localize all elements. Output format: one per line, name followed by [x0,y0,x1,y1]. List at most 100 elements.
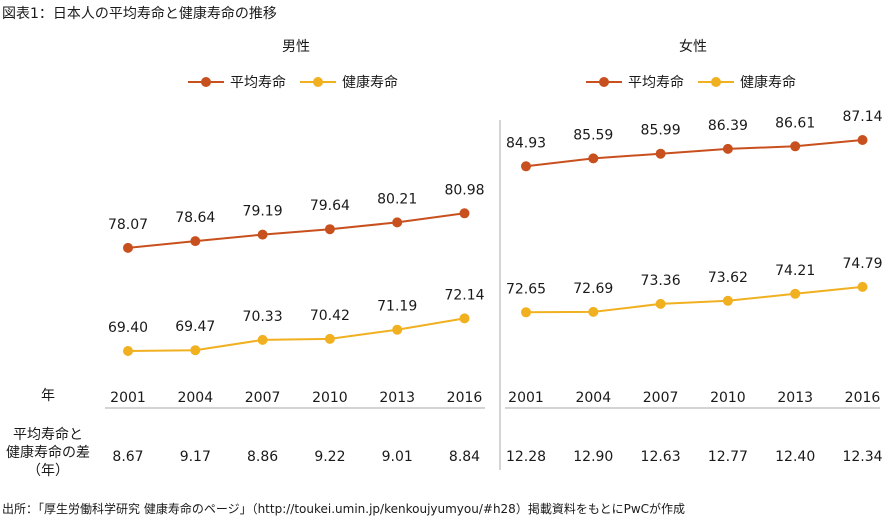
gap-value: 12.40 [775,449,815,465]
data-label-healthy: 72.65 [506,281,546,297]
data-point-healthy [459,313,470,324]
data-point-avg [790,141,801,152]
x-tick-label: 2007 [643,390,679,406]
gap-value: 9.17 [180,449,211,465]
x-tick-label: 2004 [177,390,213,406]
data-point-avg [257,229,268,240]
row-label-gap-line1: 平均寿命と [13,427,83,443]
legend-male: 平均寿命 健康寿命 [188,72,412,92]
data-point-avg [459,208,470,219]
gap-value: 8.84 [449,449,480,465]
data-point-avg [655,148,666,159]
legend-marker-healthy [698,77,734,87]
data-point-healthy [790,288,801,299]
legend-item-healthy: 健康寿命 [698,72,796,92]
data-label-healthy: 69.47 [175,319,215,335]
data-point-healthy [324,333,335,344]
series-line-avg [127,212,465,249]
data-label-avg: 80.21 [377,191,417,207]
legend-label-healthy: 健康寿命 [342,75,398,91]
legend-marker-avg [188,77,224,87]
data-point-avg [392,217,403,228]
data-point-healthy [588,306,599,317]
legend-item-avg: 平均寿命 [188,72,286,92]
gap-value: 9.22 [314,449,345,465]
data-label-avg: 78.64 [175,210,215,226]
row-label-year: 年 [41,388,55,404]
legend-label-avg: 平均寿命 [628,75,684,91]
gap-value: 9.01 [382,449,413,465]
data-label-avg: 87.14 [842,109,882,125]
row-label-gap-line2: 健康寿命の差 [6,445,90,461]
data-label-avg: 80.98 [444,182,484,198]
legend-label-healthy: 健康寿命 [740,75,796,91]
x-tick-label: 2013 [777,390,813,406]
data-label-healthy: 73.62 [708,270,748,286]
data-label-avg: 85.99 [641,123,681,139]
data-label-avg: 85.59 [573,127,613,143]
series-line-healthy [525,285,863,314]
data-label-avg: 78.07 [108,217,148,233]
x-tick-label: 2016 [845,390,881,406]
data-label-healthy: 73.36 [641,273,681,289]
data-label-healthy: 72.69 [573,281,613,297]
data-point-healthy [857,281,868,292]
x-tick-label: 2013 [379,390,415,406]
legend-female: 平均寿命 健康寿命 [586,72,810,92]
panel-title-female: 女性 [679,39,707,55]
x-tick-label: 2010 [312,390,348,406]
legend-label-avg: 平均寿命 [230,75,286,91]
data-label-healthy: 74.79 [842,256,882,272]
legend-marker-healthy [300,77,336,87]
data-label-avg: 79.19 [243,204,283,220]
gap-value: 8.67 [112,449,143,465]
data-point-avg [588,153,599,164]
legend-item-avg: 平均寿命 [586,72,684,92]
data-label-healthy: 71.19 [377,299,417,315]
x-tick-label: 2016 [447,390,483,406]
data-label-healthy: 72.14 [444,287,484,303]
gap-value: 12.63 [641,449,681,465]
row-label-gap: 平均寿命と 健康寿命の差 （年） [0,426,96,480]
data-point-avg [324,224,335,235]
data-point-avg [190,236,201,247]
data-label-avg: 79.64 [310,198,350,214]
data-label-healthy: 74.21 [775,263,815,279]
data-point-avg [123,242,133,253]
data-point-avg [857,135,868,145]
x-tick-label: 2001 [508,390,544,406]
x-tick-label: 2010 [710,390,746,406]
data-point-healthy [123,346,133,356]
gap-value: 12.77 [708,449,748,465]
x-tick-label: 2007 [245,390,281,406]
data-label-avg: 84.93 [506,135,546,151]
data-label-avg: 86.39 [708,118,748,134]
source-note: 出所：「厚生労働科学研究 健康寿命のページ」（http://toukei.umi… [2,502,686,516]
panel-title-male: 男性 [282,39,310,55]
gap-value: 8.86 [247,449,278,465]
data-point-avg [521,161,531,172]
series-line-avg [525,139,863,168]
data-label-healthy: 70.42 [310,308,350,324]
legend-marker-avg [586,77,622,87]
x-tick-label: 2004 [575,390,611,406]
data-point-healthy [521,307,531,318]
series-line-healthy [127,317,465,352]
row-label-gap-line3: （年） [27,463,69,479]
data-point-healthy [257,334,268,345]
data-point-healthy [392,324,403,335]
gap-value: 12.28 [506,449,546,465]
gap-value: 12.34 [842,449,882,465]
legend-item-healthy: 健康寿命 [300,72,398,92]
data-point-healthy [722,295,733,306]
data-point-healthy [655,298,666,309]
figure-title: 図表1：日本人の平均寿命と健康寿命の推移 [2,6,277,22]
data-label-healthy: 70.33 [243,309,283,325]
gap-value: 12.90 [573,449,613,465]
data-point-healthy [190,345,201,356]
x-tick-label: 2001 [110,390,146,406]
data-label-healthy: 69.40 [108,320,148,336]
data-label-avg: 86.61 [775,115,815,131]
data-point-avg [722,143,733,154]
